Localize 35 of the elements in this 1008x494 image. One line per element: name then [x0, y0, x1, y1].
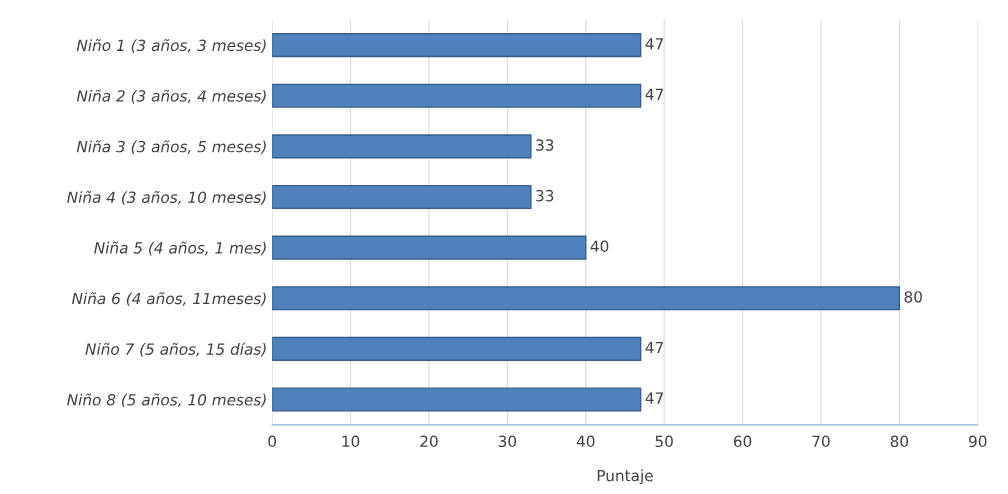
- data-label: 47: [645, 88, 663, 100]
- bar: [272, 184, 532, 210]
- bar: [272, 336, 642, 361]
- y-tick-label: Niña 4 (3 años, 10 meses): [67, 190, 266, 205]
- x-tick-label: 50: [655, 435, 673, 448]
- x-tick-label: 10: [342, 435, 360, 448]
- x-tick-label: 20: [420, 435, 438, 448]
- x-tick-label: 80: [890, 435, 909, 448]
- data-label: 47: [645, 341, 663, 354]
- bar: [272, 387, 642, 412]
- x-tick-label: 30: [498, 435, 517, 448]
- data-label: 47: [645, 392, 663, 404]
- x-tick-label: 40: [576, 435, 595, 448]
- x-axis-title: Puntaje: [597, 469, 653, 485]
- x-tick-label: 60: [733, 435, 752, 448]
- bar: [272, 32, 642, 58]
- y-tick-label: Niña 6 (4 años, 11meses): [71, 292, 266, 307]
- data-label: 47: [645, 38, 663, 50]
- y-tick-label: Niño 8 (5 años, 10 meses): [67, 393, 266, 408]
- x-tick-label: 70: [812, 435, 830, 448]
- y-tick-label: Niña 5 (4 años, 1 mes): [94, 241, 266, 256]
- bar: [272, 235, 587, 260]
- bar: [272, 83, 642, 108]
- y-tick-label: Niña 3 (3 años, 5 meses): [76, 140, 266, 155]
- x-tick-label: 90: [969, 435, 987, 448]
- y-tick-label: Niño 1 (3 años, 3 meses): [76, 39, 266, 53]
- y-tick-label: Niña 2 (3 años, 4 meses): [76, 89, 266, 104]
- data-label: 33: [536, 139, 554, 151]
- data-label: 80: [904, 291, 922, 303]
- data-label: 40: [590, 240, 609, 253]
- x-tick-label: 0: [268, 435, 277, 448]
- bar: [272, 134, 532, 159]
- y-tick-label: Niño 7 (5 años, 15 días): [85, 342, 266, 357]
- bar: [272, 286, 901, 311]
- data-label: 33: [536, 189, 554, 202]
